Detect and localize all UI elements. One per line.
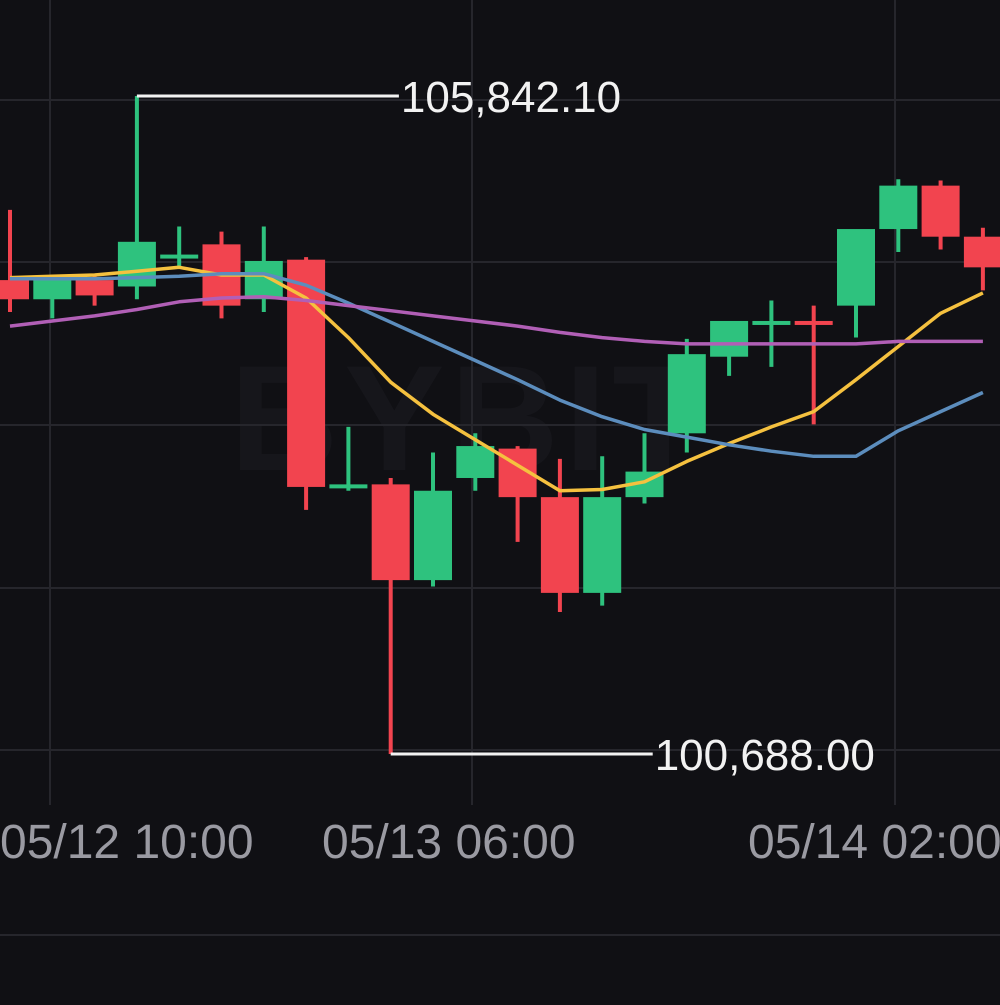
grid-lines xyxy=(0,0,1000,936)
candle-body xyxy=(75,280,114,296)
ma-line-0 xyxy=(9,265,984,493)
candle-body xyxy=(456,446,495,478)
ma-line-2 xyxy=(9,294,983,346)
candle xyxy=(498,446,537,542)
candle-body xyxy=(752,320,791,325)
candle xyxy=(540,458,579,613)
candle-body xyxy=(921,185,960,237)
x-tick-label-1: 05/13 06:00 xyxy=(322,816,576,869)
candle xyxy=(879,179,918,253)
candle-body xyxy=(287,259,326,487)
candle-body xyxy=(963,236,1000,268)
candle-body xyxy=(0,280,29,300)
candle xyxy=(33,280,72,319)
candle xyxy=(371,477,410,754)
candle-body xyxy=(879,185,918,230)
candle xyxy=(160,226,199,268)
candle-body xyxy=(710,320,749,357)
candle xyxy=(667,338,706,453)
candle xyxy=(710,320,749,376)
candle xyxy=(287,257,326,510)
candle-body xyxy=(540,497,579,593)
ma-line-1 xyxy=(10,271,984,459)
candle-body xyxy=(583,497,622,593)
x-tick-label-0: 05/12 10:00 xyxy=(0,816,254,869)
candle-body xyxy=(160,254,199,259)
candle xyxy=(837,229,875,338)
candle-body xyxy=(33,280,72,300)
candle-body xyxy=(244,260,283,300)
candle-body xyxy=(667,354,706,434)
candle xyxy=(794,305,833,425)
candle-body xyxy=(117,241,156,287)
candle xyxy=(583,456,622,606)
candle-body xyxy=(329,484,368,489)
candle xyxy=(456,433,495,491)
candle xyxy=(414,452,452,587)
max-min-markers: 105,842.10 100,688.00 xyxy=(136,73,875,780)
moving-average-lines xyxy=(9,265,984,493)
candle-body xyxy=(414,490,452,581)
x-axis-labels: 05/12 10:00 05/13 06:00 05/14 02:00 xyxy=(0,816,1000,869)
candle xyxy=(752,300,791,367)
candle xyxy=(329,426,368,491)
candle-body xyxy=(837,229,875,306)
max-price-label: 105,842.10 xyxy=(401,73,621,122)
candle xyxy=(921,180,960,250)
min-price-label: 100,688.00 xyxy=(655,731,875,780)
candle-body xyxy=(794,320,833,325)
candle xyxy=(963,227,1000,291)
candle-body xyxy=(371,484,410,581)
candle xyxy=(0,209,29,313)
x-tick-label-2: 05/14 02:00 xyxy=(748,816,1000,869)
